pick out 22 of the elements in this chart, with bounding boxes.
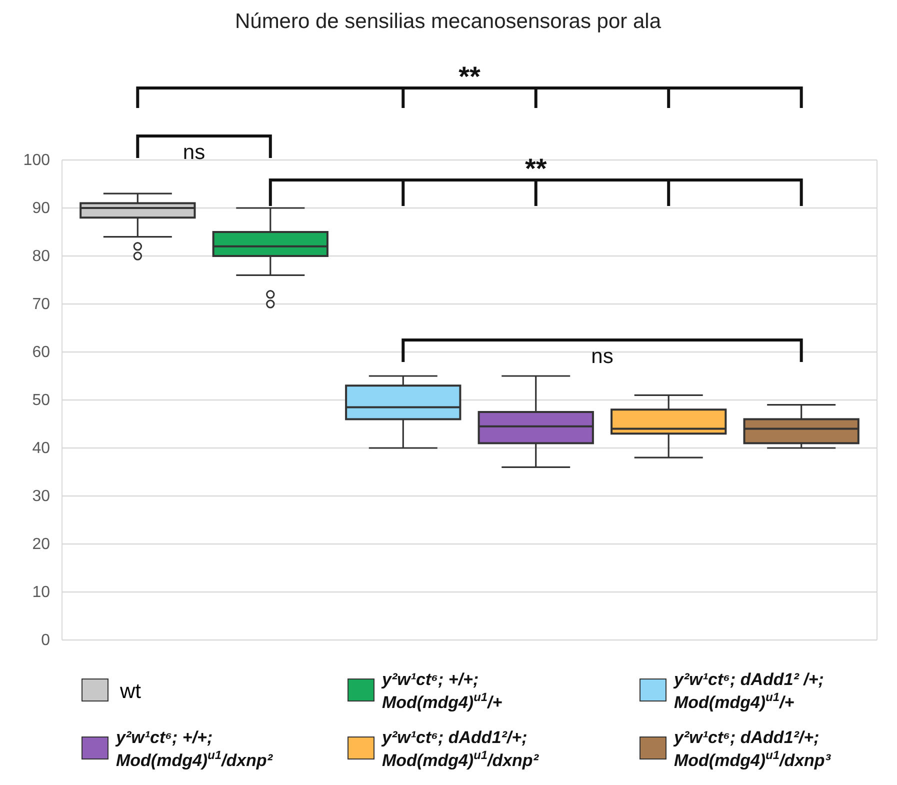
legend-label: y²w¹ct⁶; dAdd1² /+; Mod(mdg4)$^{u1}$/+ bbox=[673, 670, 829, 712]
y-tick-label: 100 bbox=[23, 152, 50, 170]
y-tick-label: 10 bbox=[32, 584, 50, 602]
annotation: ** bbox=[524, 153, 547, 184]
y-tick-label: 30 bbox=[32, 488, 50, 506]
legend-label: wt bbox=[119, 680, 142, 703]
legend-label: y²w¹ct⁶; dAdd1²/+; Mod(mdg4)$^{u1}$/dxnp² bbox=[381, 728, 540, 770]
legend-label: y²w¹ct⁶; +/+; Mod(mdg4)$^{u1}$/dxnp² bbox=[115, 728, 274, 770]
chart-title: Número de sensilias mecanosensoras por ala bbox=[234, 10, 662, 33]
text: ** bbox=[458, 61, 480, 92]
legend-label: y²w¹ct⁶; +/+; Mod(mdg4)$^{u1}$/+ bbox=[381, 670, 502, 712]
y-tick-label: 50 bbox=[32, 392, 50, 410]
y-tick-label: 80 bbox=[32, 248, 50, 266]
annotation: ns bbox=[591, 345, 614, 368]
y-tick-label: 0 bbox=[41, 632, 50, 650]
y-tick-label: 40 bbox=[32, 440, 50, 458]
annotation: ns bbox=[182, 141, 206, 164]
legend-label: y²w¹ct⁶; dAdd1²/+; Mod(mdg4)$^{u1}$/dxnp³ bbox=[673, 728, 832, 770]
y-tick-label: 60 bbox=[32, 344, 50, 362]
y-tick-label: 20 bbox=[32, 536, 50, 554]
y-tick-label: 70 bbox=[32, 296, 50, 314]
y-tick-label: 90 bbox=[32, 200, 50, 218]
